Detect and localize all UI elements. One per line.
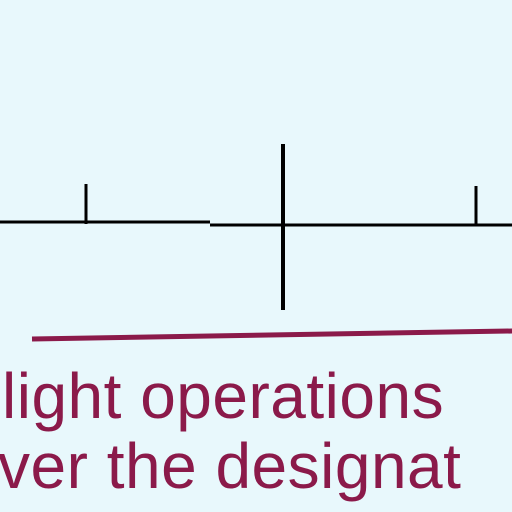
caption-line-1: light operations [2, 360, 445, 432]
accent-rule [31, 328, 512, 342]
caption-line-2: ver the designat [0, 430, 462, 502]
